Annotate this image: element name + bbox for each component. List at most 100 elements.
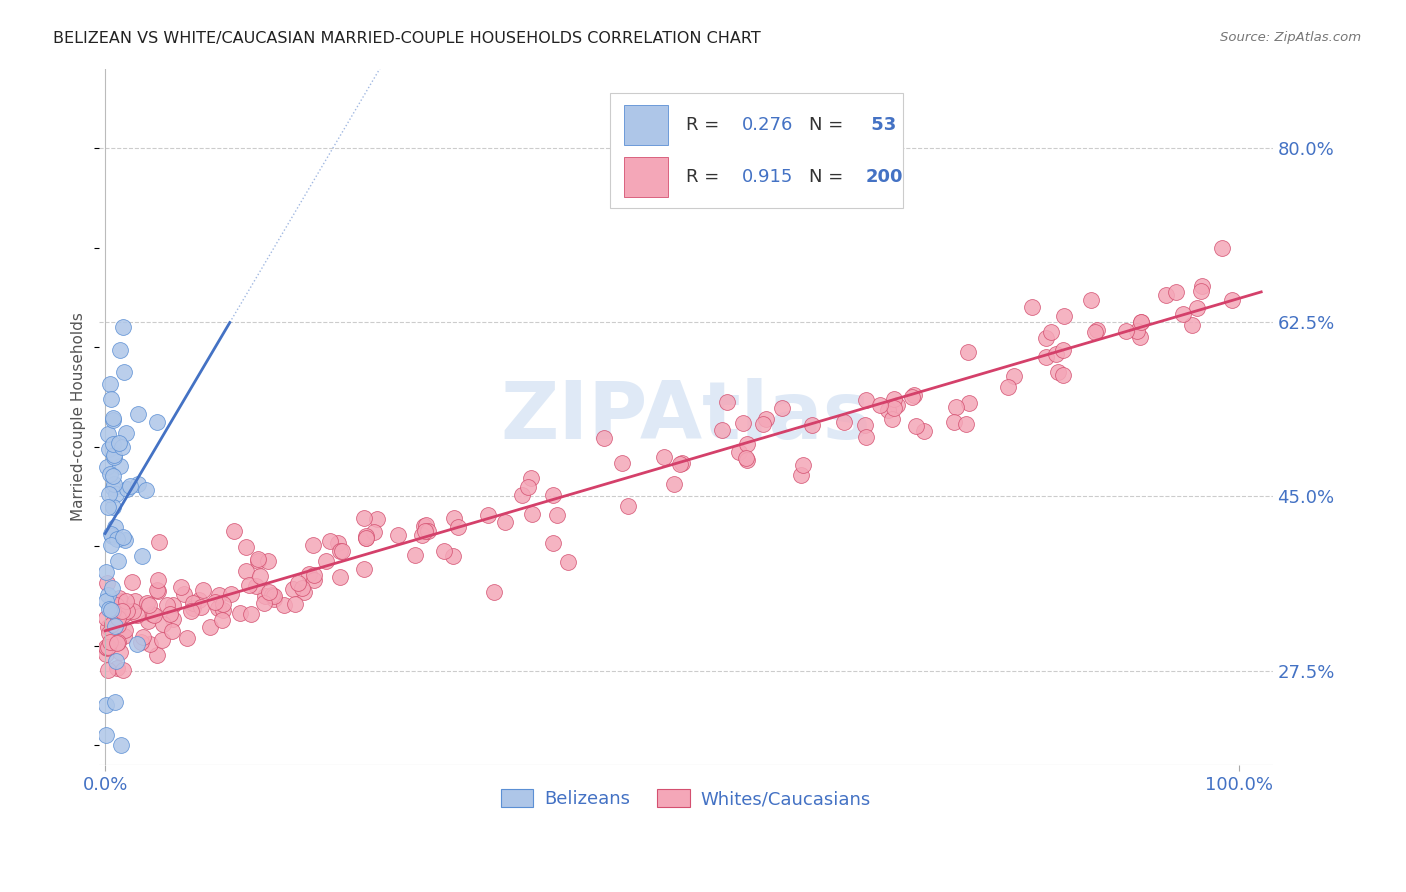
Point (103, 437, 125, 451)
Point (97, 620, 120, 634)
Point (353, 562, 375, 576)
Point (955, 417, 977, 432)
Point (187, 593, 209, 607)
Point (494, 515, 516, 529)
Point (832, 415, 855, 429)
Point (411, 528, 433, 542)
Point (152, 616, 174, 631)
Point (1052, 368, 1074, 382)
Point (1002, 369, 1025, 384)
Point (136, 596, 159, 610)
Point (302, 573, 325, 587)
Point (114, 594, 136, 608)
Point (115, 604, 138, 618)
Point (219, 587, 242, 601)
Point (148, 535, 170, 549)
Point (253, 596, 276, 610)
Text: R =: R = (686, 169, 725, 186)
Point (245, 579, 267, 593)
Point (108, 343, 131, 358)
Point (103, 450, 125, 464)
Point (110, 594, 132, 608)
Point (97, 625, 120, 640)
Point (354, 528, 377, 542)
Point (176, 631, 198, 645)
Point (98, 377, 121, 392)
Point (354, 531, 377, 545)
Point (162, 612, 184, 626)
Point (1045, 346, 1067, 360)
Point (880, 411, 903, 425)
Legend: Belizeans, Whites/Caucasians: Belizeans, Whites/Caucasians (494, 782, 879, 815)
Point (1181, 318, 1204, 333)
Point (129, 635, 152, 649)
Point (139, 637, 162, 651)
Point (103, 449, 125, 463)
Point (329, 569, 352, 583)
Point (101, 481, 124, 495)
Point (100, 527, 122, 541)
Point (239, 607, 262, 621)
Point (716, 395, 738, 409)
Point (1035, 331, 1057, 345)
Point (96, 640, 118, 654)
Point (103, 413, 125, 427)
Point (330, 544, 353, 558)
Point (96, 459, 118, 474)
Point (755, 411, 778, 425)
Point (912, 424, 935, 438)
Point (127, 607, 149, 622)
Point (957, 396, 980, 410)
Point (1080, 293, 1102, 308)
Point (100, 528, 122, 542)
Point (200, 620, 222, 634)
Point (315, 553, 337, 567)
Point (319, 533, 342, 548)
Point (162, 598, 184, 612)
FancyBboxPatch shape (624, 157, 668, 197)
Point (211, 597, 233, 611)
Point (97, 589, 120, 603)
Point (127, 408, 149, 422)
Point (1035, 351, 1057, 365)
Point (110, 739, 132, 753)
Point (541, 488, 564, 502)
Point (108, 459, 131, 474)
Point (97, 663, 120, 677)
Point (522, 507, 544, 521)
Point (1166, 285, 1188, 299)
Point (118, 479, 141, 493)
Point (1021, 300, 1043, 314)
Point (101, 581, 124, 595)
Point (104, 654, 127, 668)
Point (945, 401, 967, 415)
Point (97, 640, 120, 654)
Point (107, 554, 129, 568)
Point (404, 548, 426, 562)
Point (883, 392, 905, 406)
Point (415, 517, 437, 532)
Point (117, 482, 139, 496)
Point (101, 604, 124, 618)
Point (257, 554, 280, 568)
Point (229, 606, 252, 620)
Point (273, 598, 295, 612)
Point (103, 476, 125, 491)
Point (135, 483, 157, 498)
Point (208, 588, 231, 602)
Point (770, 401, 793, 416)
Point (114, 624, 136, 638)
Point (943, 415, 966, 429)
Point (115, 606, 138, 620)
Point (853, 418, 876, 433)
Point (247, 554, 270, 568)
Point (302, 538, 325, 552)
Point (519, 471, 541, 485)
Point (886, 398, 908, 412)
Point (170, 581, 193, 595)
Point (443, 549, 465, 564)
Y-axis label: Married-couple Households: Married-couple Households (72, 312, 86, 521)
Point (111, 607, 134, 622)
Point (997, 380, 1019, 394)
Point (238, 577, 260, 591)
